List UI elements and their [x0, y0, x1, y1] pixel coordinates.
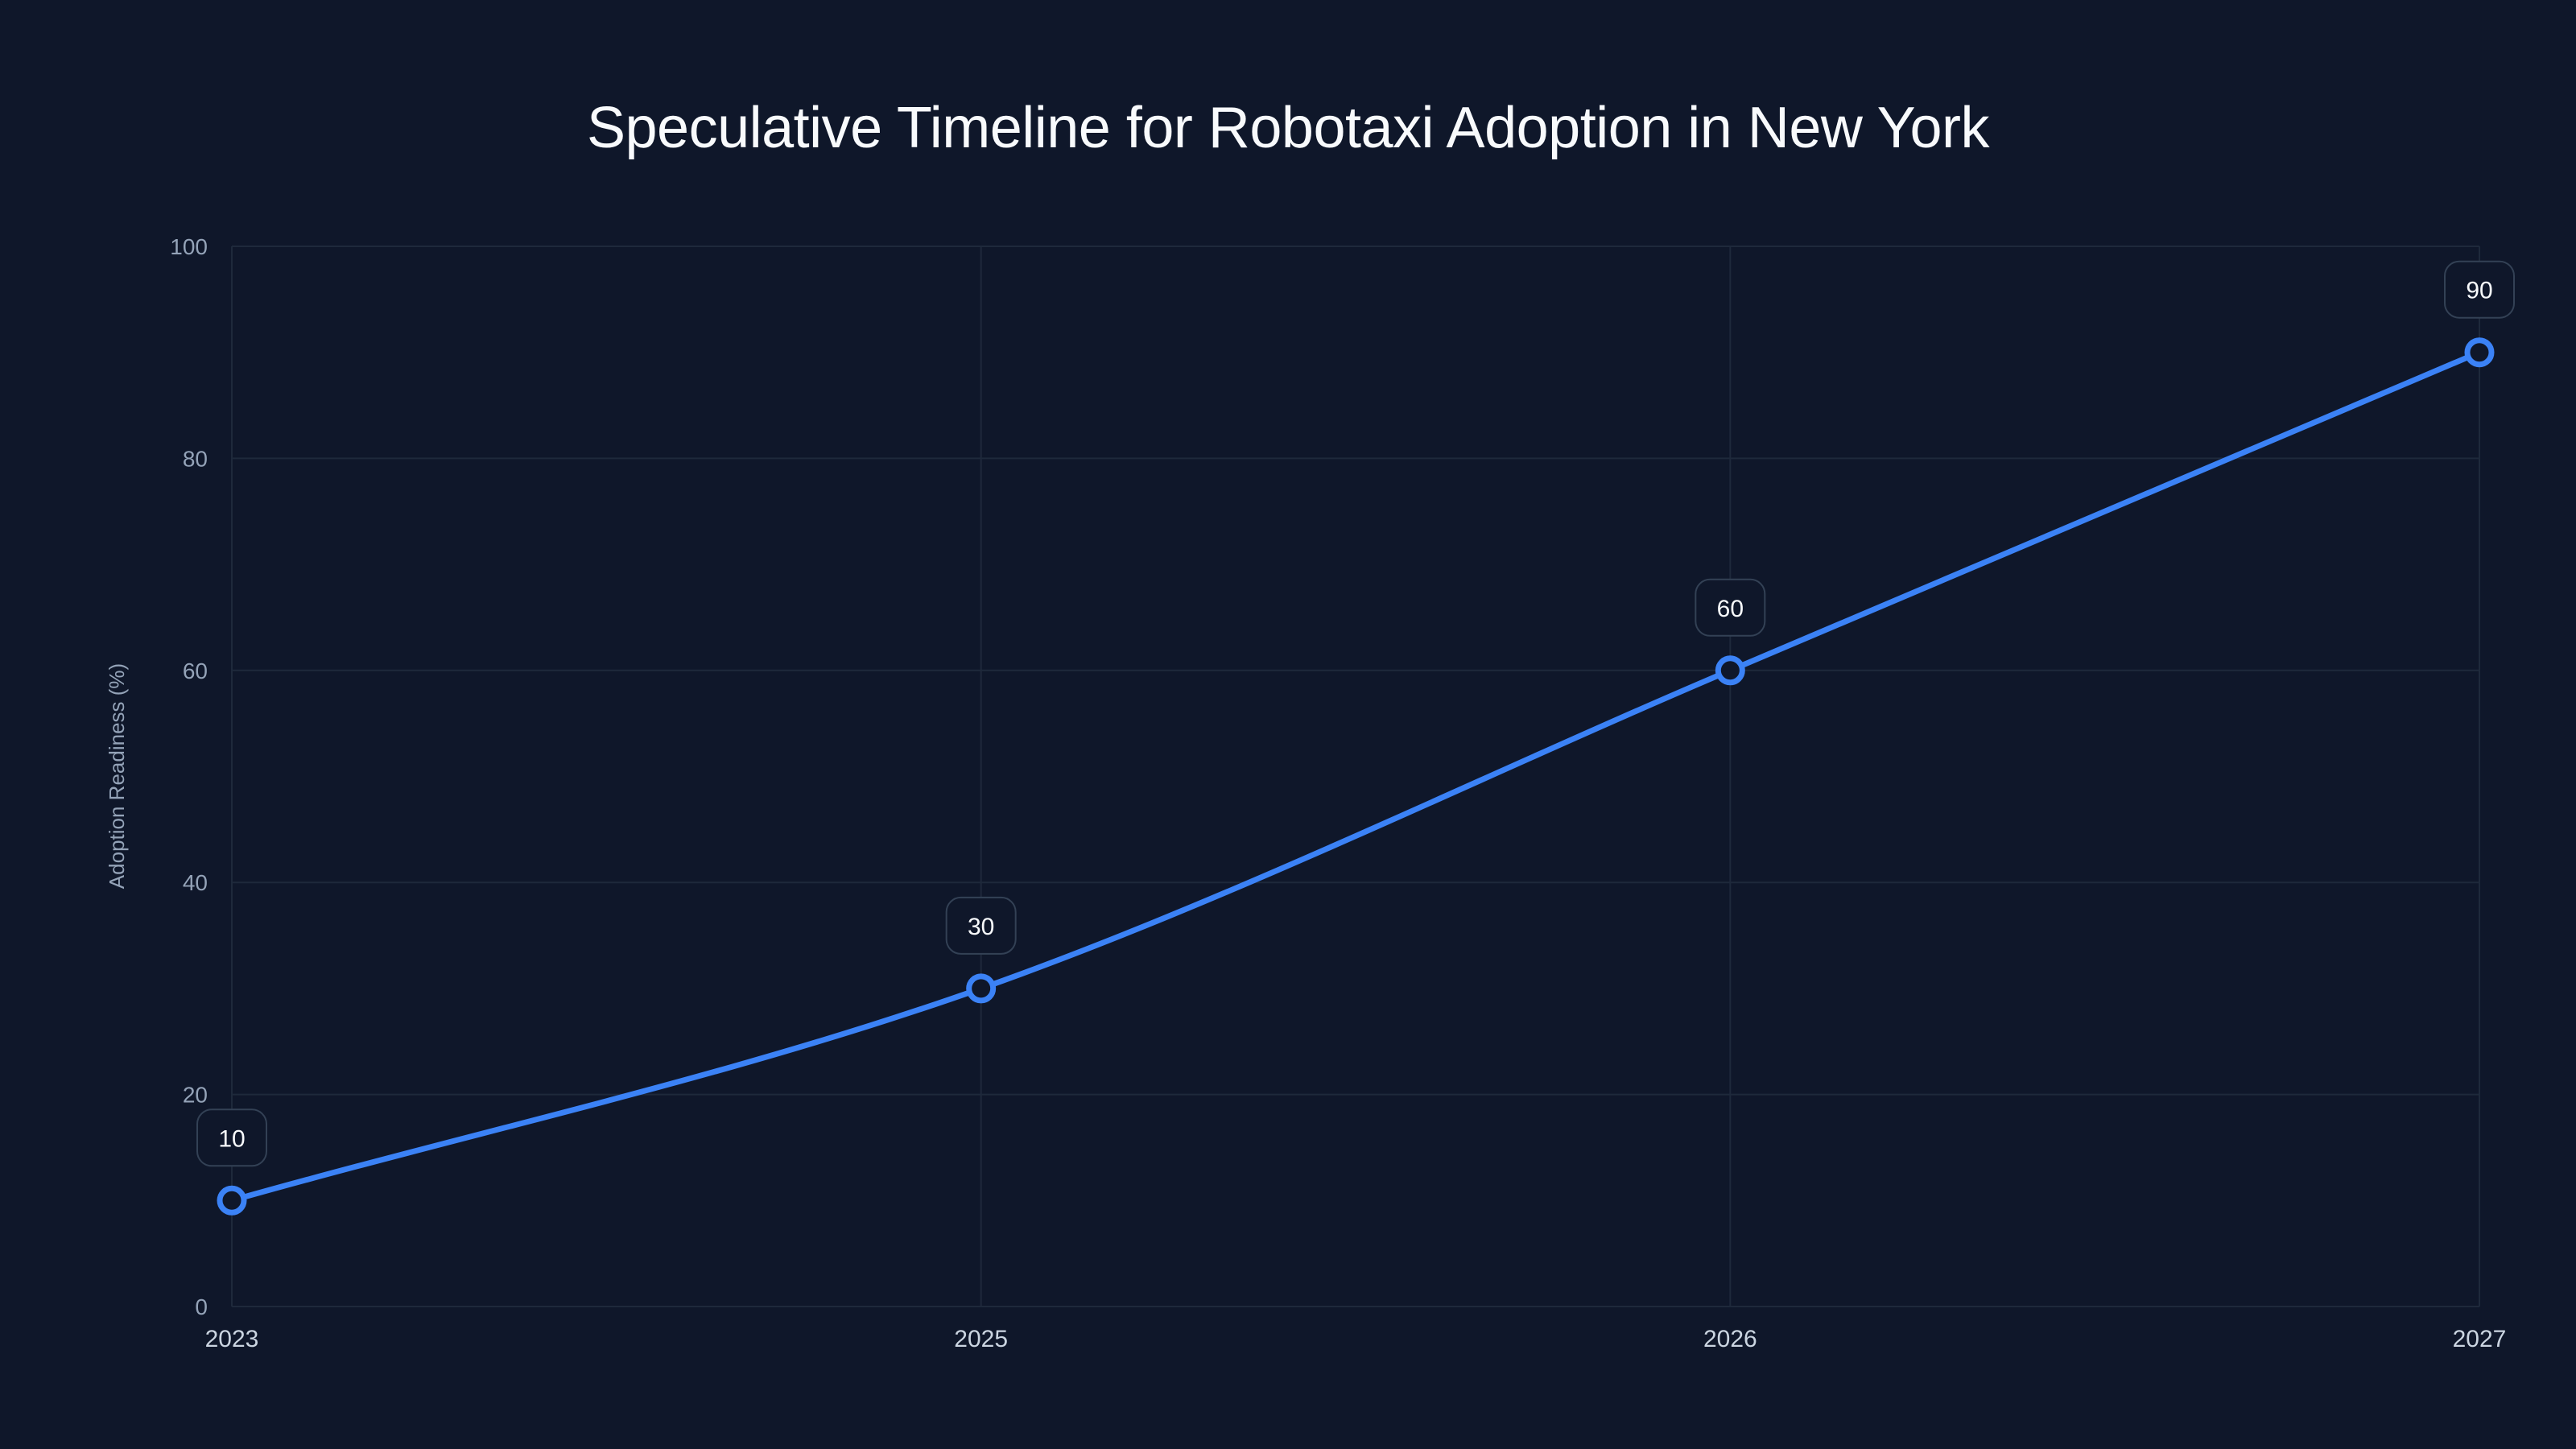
data-point-marker[interactable]: [2464, 337, 2495, 368]
x-tick-label: 2027: [2453, 1326, 2507, 1352]
data-label-box: [945, 896, 1017, 955]
y-tick-label: 20: [183, 1083, 208, 1108]
data-point-marker[interactable]: [1715, 655, 1745, 686]
series-line: [229, 349, 2483, 1203]
y-axis: 0 20 40 60 80 100: [170, 234, 208, 1319]
y-axis-label: Adoption Readiness (%): [105, 663, 129, 889]
data-label-box: [2444, 260, 2515, 319]
x-tick-label: 2025: [954, 1326, 1008, 1352]
x-tick-label: 2026: [1703, 1326, 1757, 1352]
grid-lines: [231, 246, 2480, 1307]
y-tick-label: 60: [183, 658, 208, 683]
data-label: 60: [1717, 596, 1744, 622]
data-points: 10 30 60 90: [196, 260, 2515, 1216]
data-label-box: [1695, 578, 1766, 637]
data-point-marker[interactable]: [217, 1185, 247, 1216]
x-tick-label: 2023: [205, 1326, 259, 1352]
chart-title: Speculative Timeline for Robotaxi Adopti…: [586, 96, 1990, 160]
data-label-box: [196, 1108, 267, 1167]
data-label: 10: [218, 1125, 245, 1152]
y-tick-label: 40: [183, 870, 208, 895]
y-tick-label: 80: [183, 446, 208, 471]
data-label: 30: [968, 914, 994, 940]
data-label: 90: [2466, 278, 2492, 304]
y-tick-label: 100: [170, 234, 208, 259]
data-point-marker[interactable]: [966, 973, 997, 1004]
x-axis: 2023 2025 2026 2027: [205, 1326, 2507, 1352]
y-tick-label: 0: [195, 1294, 208, 1319]
